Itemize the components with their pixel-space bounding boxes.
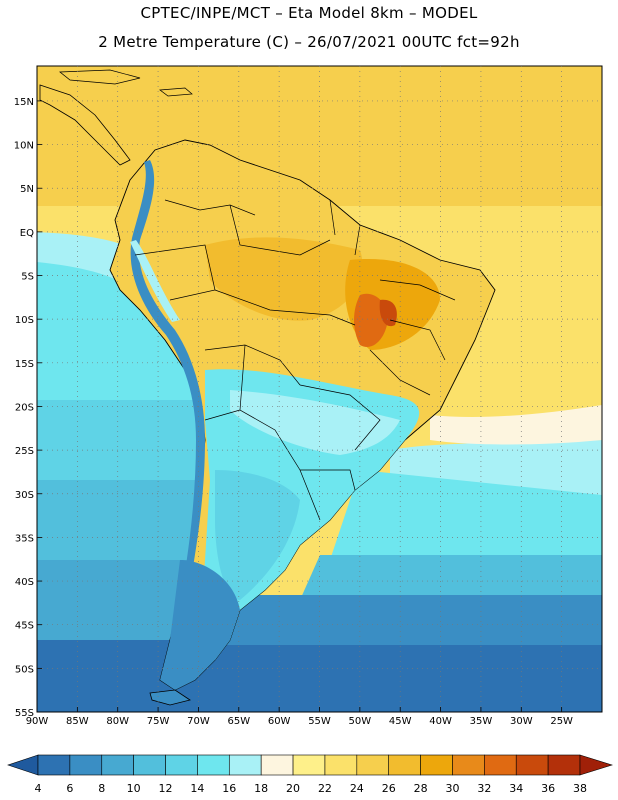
hot-spot-core — [379, 299, 397, 327]
lon-label: 65W — [227, 716, 250, 727]
ocean-band-atlantic-cold — [200, 595, 602, 645]
colorbar-swatch — [69, 754, 103, 776]
graticule — [36, 66, 602, 713]
lon-label: 50W — [349, 716, 372, 727]
lon-label: 25W — [550, 716, 573, 727]
lat-label: 10S — [15, 315, 34, 326]
ocean-band-atlantic-pale — [430, 405, 602, 445]
ocean-band-pacific-mid — [37, 400, 205, 480]
latitude-labels: 15N 10N 5N EQ 5S 10S 15S 20S 25S 30S 35S 40S 45S 50S 5… — [14, 97, 34, 719]
lat-label: 5S — [21, 272, 34, 283]
lat-label: 50S — [15, 664, 34, 675]
colorbar-tick-label: 26 — [382, 782, 396, 795]
lon-label: 55W — [308, 716, 331, 727]
central-america-land — [39, 84, 131, 166]
cool-region-patagonia-north — [215, 470, 300, 600]
colorbar-tick-label: 8 — [98, 782, 105, 795]
colorbar-tick-label: 28 — [414, 782, 428, 795]
lat-label: 15S — [15, 359, 34, 370]
ocean-band-pacific-north — [37, 262, 200, 400]
warm-region-amazon — [205, 237, 363, 321]
lat-label: 55S — [15, 708, 34, 719]
lon-label: 80W — [106, 716, 129, 727]
cuba-land — [59, 69, 141, 85]
colorbar-tick-label: 16 — [222, 782, 236, 795]
lon-label: 85W — [66, 716, 89, 727]
colorbar-tick-label: 4 — [35, 782, 42, 795]
colorbar-arrow-low — [7, 754, 39, 776]
lat-label: 40S — [15, 577, 34, 588]
colorbar-tick-label: 14 — [190, 782, 204, 795]
colorbar-tick-label: 18 — [254, 782, 268, 795]
lat-label: 10N — [14, 141, 34, 152]
colorbar-tick-label: 6 — [66, 782, 73, 795]
andes-cold-strip — [130, 160, 205, 612]
cold-region-patagonia — [160, 560, 240, 690]
title-line-2: 2 Metre Temperature (C) – 26/07/2021 00U… — [98, 33, 520, 51]
lat-label: EQ — [20, 228, 34, 239]
colorbar-swatch — [324, 754, 358, 776]
lon-label: 90W — [26, 716, 49, 727]
colorbar-swatch — [260, 754, 294, 776]
lon-label: 40W — [429, 716, 452, 727]
colorbar-tick-label: 12 — [159, 782, 173, 795]
colorbar-tick-label: 22 — [318, 782, 332, 795]
colorbar-tick-label: 34 — [509, 782, 523, 795]
ocean-band-pacific-cold — [37, 560, 190, 640]
colorbar-swatch — [101, 754, 134, 776]
lat-label: 35S — [15, 533, 34, 544]
colorbar-swatch — [515, 754, 549, 776]
colorbar-swatch — [37, 754, 71, 776]
colorbar-swatch — [228, 754, 262, 776]
colorbar-swatch — [197, 754, 230, 776]
colorbar-swatch — [484, 754, 517, 776]
lon-label: 35W — [470, 716, 493, 727]
title-line-1: CPTEC/INPE/MCT – Eta Model 8km – MODEL — [140, 4, 478, 22]
lon-label: 45W — [389, 716, 412, 727]
colorbar-arrow-high — [579, 754, 614, 776]
colorbar-swatch — [420, 754, 453, 776]
colorbar-swatch — [388, 754, 421, 776]
lon-label: 30W — [510, 716, 533, 727]
tierra-del-fuego — [149, 689, 191, 706]
colorbar-tick-label: 10 — [127, 782, 141, 795]
lat-label: 45S — [15, 621, 34, 632]
colorbar-swatch — [356, 754, 390, 776]
colorbar-swatch — [547, 754, 581, 776]
colorbar-tick-label: 36 — [541, 782, 555, 795]
colorbar-swatch — [165, 754, 198, 776]
colorbar-swatch — [133, 754, 166, 776]
ocean-band-pacific-south — [37, 480, 200, 560]
lat-label: 25S — [15, 446, 34, 457]
colorbar: 4 6 8 10 12 14 16 18 20 22 24 26 28 30 32 34 36 38 — [7, 754, 614, 795]
lat-label: 30S — [15, 490, 34, 501]
lon-label: 60W — [268, 716, 291, 727]
ocean-band-atlantic-south — [300, 555, 602, 600]
lat-label: 5N — [20, 184, 34, 195]
lat-label: 15N — [14, 97, 34, 108]
map-field — [37, 66, 602, 712]
colorbar-swatch — [452, 754, 485, 776]
hot-spot — [354, 293, 388, 348]
hispaniola-land — [159, 87, 193, 97]
colorbar-tick-label: 30 — [445, 782, 459, 795]
longitude-labels: 90W 85W 80W 75W 70W 65W 60W 55W 50W 45W 40W 35W 30W 2… — [26, 716, 573, 727]
colorbar-swatch — [292, 754, 326, 776]
colorbar-tick-label: 20 — [286, 782, 300, 795]
colorbar-tick-label: 38 — [573, 782, 587, 795]
colorbar-tick-label: 32 — [477, 782, 491, 795]
lon-label: 75W — [147, 716, 170, 727]
colorbar-tick-label: 24 — [350, 782, 364, 795]
andes-slope — [130, 240, 180, 322]
lat-label: 20S — [15, 402, 34, 413]
lon-label: 70W — [187, 716, 210, 727]
